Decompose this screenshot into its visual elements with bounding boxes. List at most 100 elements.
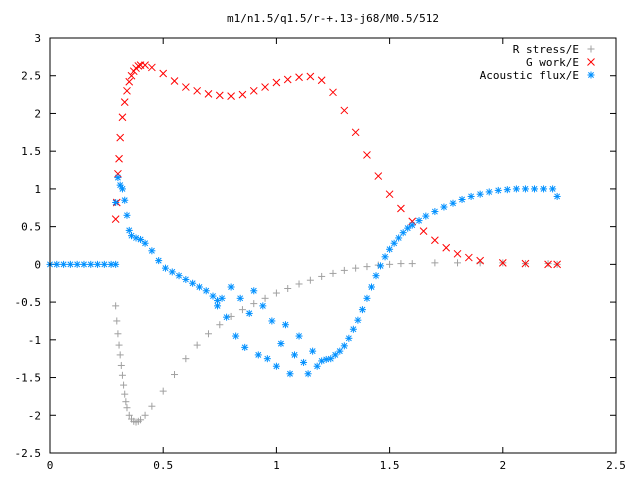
data-point — [175, 272, 183, 280]
data-point — [544, 260, 552, 268]
data-point — [250, 287, 258, 295]
data-point — [272, 362, 280, 370]
data-point — [521, 185, 529, 193]
data-point — [327, 355, 335, 363]
data-point — [121, 390, 129, 398]
data-point — [227, 312, 235, 320]
data-point — [281, 321, 289, 329]
data-point — [419, 227, 428, 236]
data-point — [553, 192, 561, 200]
data-point — [503, 186, 511, 194]
data-point — [215, 91, 224, 100]
data-point — [317, 76, 326, 85]
data-point — [283, 75, 292, 84]
data-point — [291, 351, 299, 359]
data-point — [454, 259, 462, 267]
y-tick-label: 0 — [34, 258, 41, 271]
data-point — [363, 263, 371, 271]
data-point — [227, 92, 235, 100]
y-tick-label: 0.5 — [21, 221, 41, 234]
data-point — [374, 172, 383, 180]
data-point — [116, 351, 124, 359]
data-point — [295, 332, 303, 340]
data-point — [381, 253, 389, 261]
data-point — [238, 306, 246, 314]
y-tick-label: 2 — [34, 107, 41, 120]
data-point — [358, 306, 366, 314]
data-point — [485, 188, 493, 196]
data-point — [431, 208, 439, 216]
data-point — [66, 260, 74, 268]
data-point — [227, 283, 235, 291]
data-point — [193, 86, 202, 95]
data-point — [204, 89, 213, 98]
data-point — [544, 260, 552, 269]
data-point — [159, 69, 168, 78]
data-point — [386, 260, 394, 268]
data-point — [322, 355, 330, 363]
data-point — [122, 398, 130, 406]
data-point — [241, 343, 249, 351]
data-point — [161, 264, 169, 272]
data-point — [408, 217, 417, 226]
legend-label: R stress/E — [513, 43, 579, 56]
data-point — [125, 411, 133, 419]
data-point — [345, 334, 353, 342]
data-point — [458, 195, 466, 203]
data-point — [141, 239, 149, 247]
data-point — [395, 234, 403, 242]
data-point — [193, 341, 201, 349]
data-point — [182, 275, 190, 283]
data-point — [363, 151, 371, 159]
data-point — [467, 192, 475, 200]
data-point — [286, 370, 294, 378]
y-tick-label: -1 — [28, 334, 41, 347]
data-point — [236, 294, 244, 302]
data-point — [254, 351, 262, 359]
x-tick-label: 1.5 — [380, 459, 400, 472]
data-point — [115, 154, 123, 163]
data-point — [272, 289, 280, 297]
series-1 — [111, 61, 561, 269]
data-point — [120, 98, 129, 106]
data-point — [304, 370, 312, 378]
data-point — [127, 71, 136, 80]
data-point — [549, 185, 557, 193]
data-point — [340, 106, 349, 115]
series-2 — [46, 174, 561, 378]
legend-marker — [587, 45, 595, 53]
data-point — [116, 133, 125, 142]
plot-area — [46, 61, 561, 426]
data-point — [209, 292, 217, 300]
data-point — [399, 229, 407, 237]
legend-marker — [587, 58, 595, 66]
data-point — [295, 280, 303, 288]
data-point — [111, 215, 120, 223]
data-point — [123, 404, 131, 412]
data-point — [408, 260, 416, 268]
data-point — [141, 61, 149, 70]
data-point — [117, 361, 125, 369]
data-point — [390, 239, 398, 247]
y-tick-label: 3 — [34, 32, 41, 45]
data-point — [53, 260, 61, 268]
data-point — [422, 212, 430, 220]
data-point — [134, 62, 143, 70]
data-point — [367, 283, 375, 291]
data-point — [238, 90, 247, 99]
data-point — [118, 113, 127, 122]
data-point — [340, 266, 348, 274]
data-point — [385, 190, 394, 199]
data-point — [404, 224, 412, 232]
data-point — [148, 63, 156, 72]
y-tick-label: -1.5 — [15, 372, 42, 385]
data-point — [118, 371, 126, 379]
data-point — [148, 402, 156, 410]
data-point — [476, 190, 484, 198]
chart-title: m1/n1.5/q1.5/r-+.13-j68/M0.5/512 — [227, 12, 439, 25]
data-point — [318, 272, 326, 280]
plot-frame — [49, 37, 617, 454]
data-point — [331, 351, 339, 359]
